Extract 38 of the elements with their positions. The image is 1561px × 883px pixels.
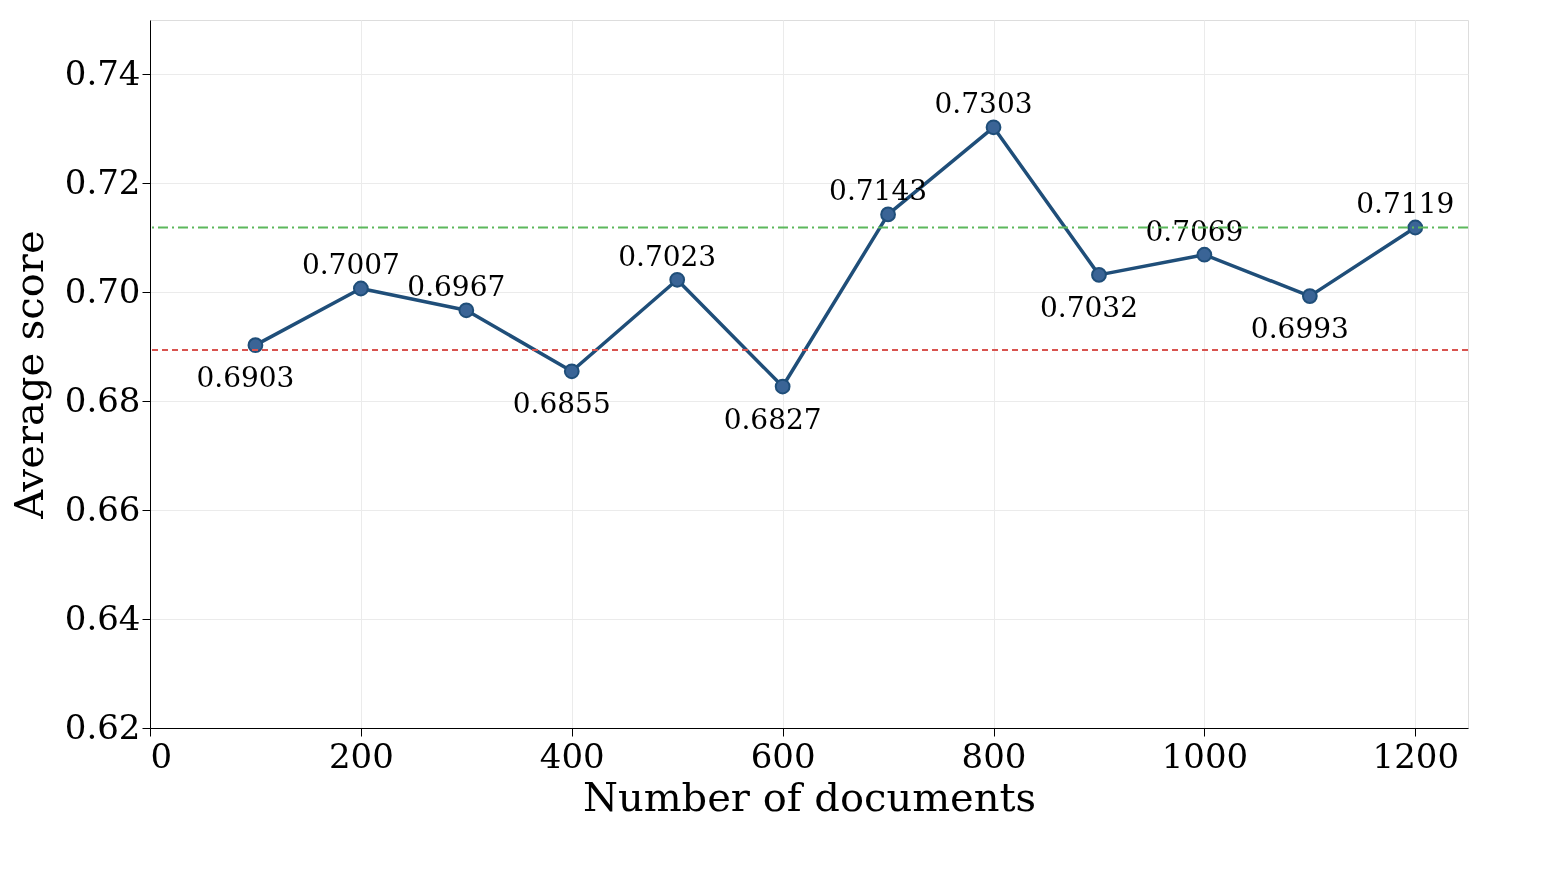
- data-label: 0.7032: [1039, 290, 1138, 324]
- y-axis-title: Average score: [5, 230, 52, 520]
- data-label: 0.6855: [512, 387, 611, 421]
- x-tick-label: 0: [150, 735, 173, 776]
- data-label: 0.6827: [723, 402, 822, 436]
- x-tick-label: 600: [750, 735, 816, 776]
- point: [880, 206, 896, 223]
- data-label: 0.7069: [1145, 214, 1244, 248]
- point: [774, 378, 791, 395]
- data-label: 0.6967: [407, 270, 506, 304]
- x-tick-label: 400: [539, 735, 605, 776]
- point: [1196, 246, 1213, 263]
- data-label: 0.7023: [618, 239, 717, 273]
- point: [458, 302, 475, 319]
- data-label: 0.6903: [196, 361, 295, 395]
- y-tick-label: 0.68: [64, 379, 141, 420]
- y-tick-label: 0.64: [64, 597, 141, 638]
- x-tick-label: 1000: [1161, 735, 1249, 776]
- y-tick-label: 0.62: [64, 706, 141, 747]
- x-axis-title: Number of documents: [582, 773, 1037, 820]
- data-label: 0.7119: [1356, 187, 1455, 221]
- point: [352, 280, 369, 297]
- point: [1091, 267, 1107, 283]
- y-tick-label: 0.74: [64, 52, 141, 93]
- data-label: 0.7303: [934, 87, 1033, 121]
- x-tick-label: 200: [328, 735, 394, 776]
- y-tick-label: 0.72: [64, 161, 141, 202]
- data-label: 0.7007: [301, 248, 400, 282]
- point: [1301, 288, 1318, 304]
- x-tick-label: 800: [961, 735, 1027, 776]
- point: [669, 271, 686, 288]
- y-tick-label: 0.70: [64, 270, 141, 311]
- point: [247, 337, 264, 354]
- y-tick-label: 0.66: [64, 488, 141, 529]
- point: [563, 363, 580, 380]
- x-tick-label: 1200: [1372, 735, 1460, 776]
- data-label: 0.6993: [1250, 312, 1349, 346]
- point: [985, 119, 1002, 136]
